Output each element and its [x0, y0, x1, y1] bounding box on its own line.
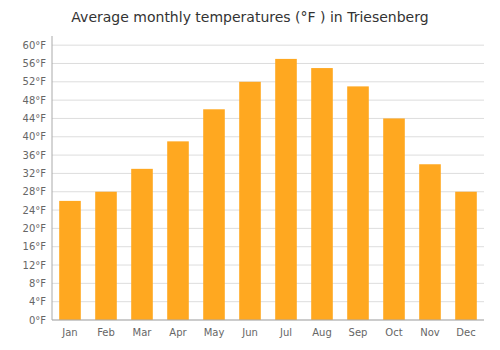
y-tick-label: 60°F — [23, 40, 47, 51]
bar — [239, 82, 261, 320]
x-tick-label: Jan — [61, 327, 77, 338]
x-tick-label: Jul — [279, 327, 292, 338]
x-tick-labels: Jan Feb Mar Apr May Jun Jul Aug Sep Oct Nov Dec — [61, 327, 475, 338]
x-tick-label: Feb — [97, 327, 115, 338]
y-tick-label: 52°F — [23, 76, 47, 87]
y-tick-labels: 0°F 4°F 8°F 12°F 16°F 20°F 24°F 28°F 32°F 36°F 40°… — [23, 40, 47, 326]
y-tick-label: 48°F — [23, 95, 47, 106]
bar — [275, 59, 297, 320]
grid-line — [52, 155, 484, 156]
bar — [167, 141, 189, 320]
x-tick-label: Dec — [456, 327, 475, 338]
y-tick-label: 0°F — [29, 315, 46, 326]
y-tick-label: 12°F — [23, 260, 47, 271]
bar — [455, 192, 477, 320]
x-tick-label: Nov — [420, 327, 440, 338]
bar — [131, 169, 153, 320]
title: Average monthly temperatures (°F ) in Tr… — [71, 9, 428, 25]
x-tick-label: Oct — [385, 327, 402, 338]
grid-line — [52, 320, 484, 321]
y-tick-label: 4°F — [29, 296, 46, 307]
bar — [59, 201, 81, 320]
x-tick-label: Aug — [312, 327, 332, 338]
y-tick-label: 56°F — [23, 58, 47, 69]
y-tick-label: 40°F — [23, 131, 47, 142]
y-tick-label: 8°F — [29, 278, 46, 289]
grid-line — [52, 136, 484, 137]
grid-line — [52, 118, 484, 119]
x-tick-label: Mar — [133, 327, 153, 338]
y-tick-label: 24°F — [23, 205, 47, 216]
x-tick-label: Sep — [349, 327, 368, 338]
grid-line — [52, 63, 484, 64]
grid — [52, 45, 484, 320]
y-axis-line — [52, 36, 53, 320]
x-tick-label: Jun — [241, 327, 258, 338]
grid-line — [52, 81, 484, 82]
y-tick-label: 28°F — [23, 186, 47, 197]
bar — [347, 86, 369, 320]
bar — [311, 68, 333, 320]
bars — [59, 59, 477, 320]
y-tick-label: 44°F — [23, 113, 47, 124]
y-tick-label: 36°F — [23, 150, 47, 161]
bar — [95, 192, 117, 320]
bar — [419, 164, 441, 320]
y-tick-label: 16°F — [23, 241, 47, 252]
x-axis-line — [52, 320, 484, 321]
chart: 0°F 4°F 8°F 12°F 16°F 20°F 24°F 28°F 32°F 36°F 40°… — [0, 0, 500, 350]
y-tick-label: 32°F — [23, 168, 47, 179]
grid-line — [52, 100, 484, 101]
y-tick-label: 20°F — [23, 223, 47, 234]
bar — [203, 109, 225, 320]
x-tick-label: May — [204, 327, 225, 338]
grid-line — [52, 45, 484, 46]
x-tick-label: Apr — [169, 327, 187, 338]
bar — [383, 118, 405, 320]
